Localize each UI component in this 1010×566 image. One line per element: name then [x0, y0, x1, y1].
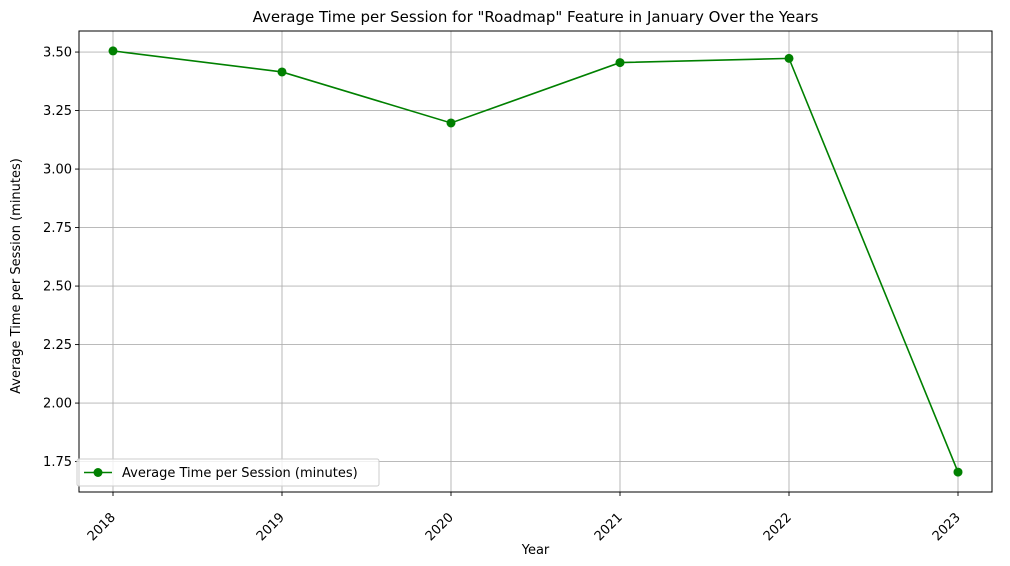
data-point — [953, 467, 963, 477]
y-tick-label: 2.00 — [43, 397, 72, 412]
grid-layer — [79, 31, 992, 492]
data-point — [108, 46, 118, 56]
y-tick-label: 3.00 — [43, 163, 72, 178]
chart-title: Average Time per Session for "Roadmap" F… — [253, 8, 819, 26]
series-layer — [108, 46, 963, 477]
legend-label: Average Time per Session (minutes) — [122, 466, 358, 481]
data-point — [784, 53, 794, 63]
x-axis-label: Year — [521, 543, 550, 558]
y-axis-label: Average Time per Session (minutes) — [9, 158, 24, 394]
y-tick-label: 3.50 — [43, 46, 72, 61]
legend: Average Time per Session (minutes) — [76, 458, 380, 487]
series-line — [112, 50, 959, 473]
y-tick-label: 3.25 — [43, 104, 72, 119]
y-tick-label: 2.50 — [43, 280, 72, 295]
y-tick-label: 1.75 — [43, 455, 72, 470]
data-point — [615, 58, 625, 68]
y-tick-label: 2.75 — [43, 221, 72, 236]
legend-box — [76, 458, 380, 487]
legend-marker-sample — [93, 468, 103, 477]
data-point — [446, 118, 456, 128]
data-point — [277, 67, 287, 77]
y-tick-label: 2.25 — [43, 338, 72, 353]
plot-frame — [78, 30, 993, 493]
